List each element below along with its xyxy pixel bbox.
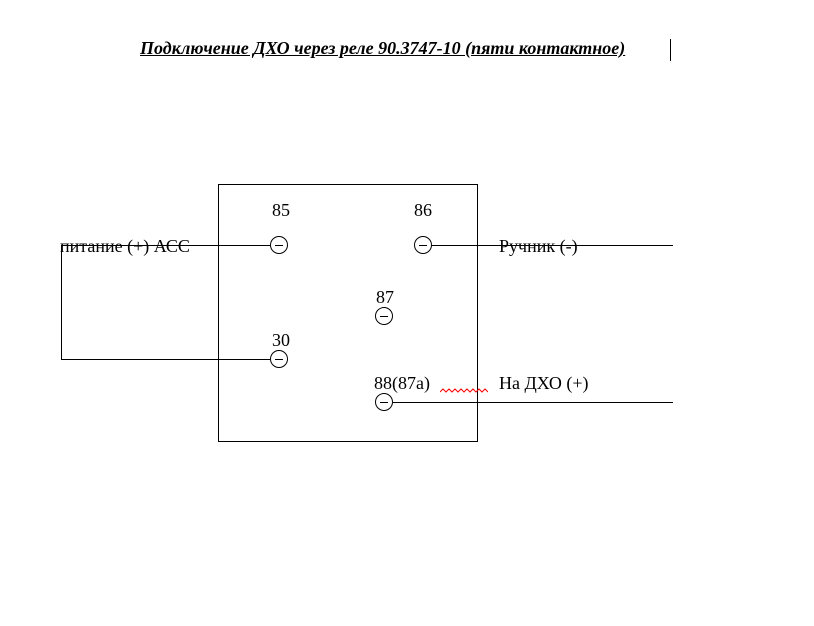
text-cursor bbox=[670, 39, 671, 61]
label-brake: Ручник (-) bbox=[499, 236, 578, 257]
wire-acc-vertical bbox=[61, 245, 62, 359]
pin-88-label: 88(87а) bbox=[374, 373, 430, 394]
pin-85-dash bbox=[275, 245, 283, 246]
wire-88-to-drl bbox=[393, 402, 673, 403]
pin-86-label: 86 bbox=[414, 200, 432, 221]
squiggle-icon bbox=[440, 388, 488, 394]
pin-86-dash bbox=[419, 245, 427, 246]
pin-87-dash bbox=[380, 316, 388, 317]
pin-30-dash bbox=[275, 359, 283, 360]
pin-85-label: 85 bbox=[272, 200, 290, 221]
label-drl: На ДХО (+) bbox=[499, 373, 589, 394]
pin-87-label: 87 bbox=[376, 287, 394, 308]
diagram-canvas: Подключение ДХО через реле 90.3747-10 (п… bbox=[0, 0, 814, 626]
relay-outline bbox=[218, 184, 478, 442]
label-acc: питание (+) АСС bbox=[60, 236, 190, 257]
pin-88-dash bbox=[380, 402, 388, 403]
wire-acc-to-30 bbox=[61, 359, 270, 360]
diagram-title: Подключение ДХО через реле 90.3747-10 (п… bbox=[140, 38, 625, 59]
pin-30-label: 30 bbox=[272, 330, 290, 351]
